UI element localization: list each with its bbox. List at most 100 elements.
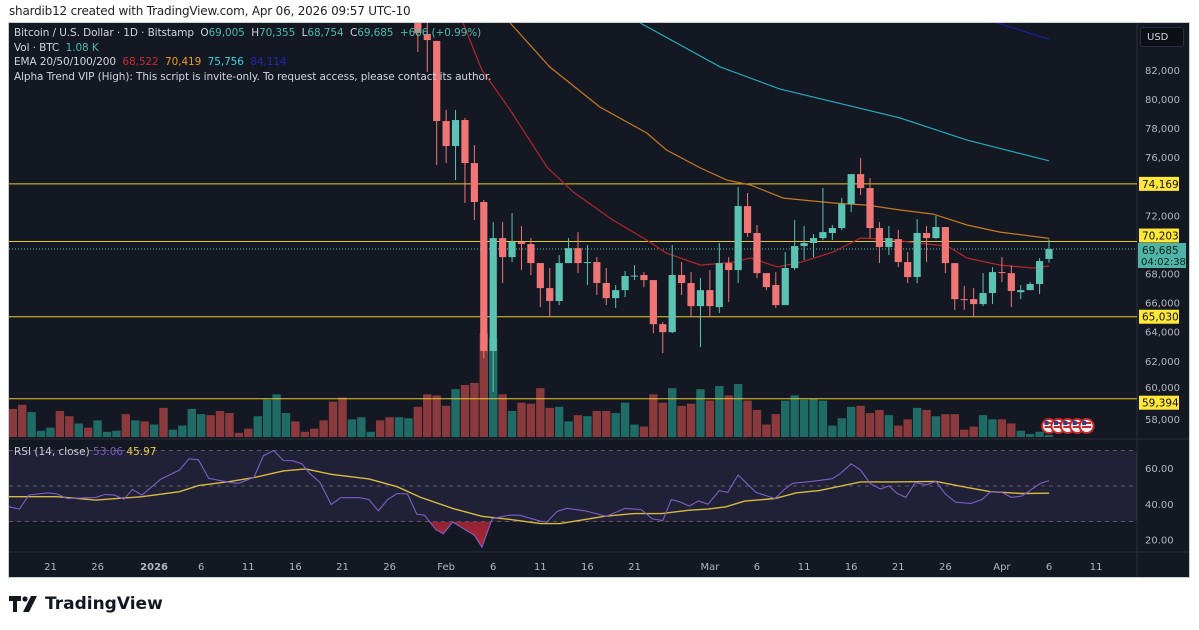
- ema-lines: [462, 23, 1050, 269]
- candle-body: [1045, 249, 1053, 259]
- volume-bar: [724, 395, 733, 437]
- volume-bar: [102, 431, 112, 437]
- volume-bar: [856, 405, 865, 437]
- candle: [894, 230, 902, 268]
- candle: [640, 272, 648, 288]
- economic-events[interactable]: [1041, 418, 1095, 434]
- time-axis-label: 11: [242, 562, 255, 573]
- rsi-legend[interactable]: RSI (14, close) 53.06 45.97: [14, 446, 156, 458]
- alpha-trend-legend[interactable]: Alpha Trend VIP (High): This script is i…: [14, 71, 491, 83]
- volume-bar: [338, 397, 347, 437]
- volume-bar: [592, 411, 602, 437]
- candle: [772, 272, 780, 309]
- volume-bar: [187, 408, 196, 437]
- price-axis-label: 78,000: [1145, 124, 1180, 135]
- ema-legend[interactable]: EMA 20/50/100/200 68,522 70,419 75,756 8…: [14, 56, 287, 68]
- candle: [564, 238, 573, 264]
- currency-button[interactable]: USD: [1140, 27, 1184, 47]
- volume-bar: [762, 424, 771, 437]
- candle-body: [715, 263, 723, 308]
- time-axis-label: 16: [581, 562, 594, 573]
- volume-legend[interactable]: Vol · BTC 1.08 K: [14, 42, 99, 54]
- candle: [668, 245, 676, 334]
- candle-body: [1017, 290, 1025, 293]
- candle: [875, 222, 884, 264]
- candle: [725, 257, 733, 303]
- volume-bar: [903, 419, 912, 437]
- candle-body: [536, 263, 544, 289]
- level-price-tag: [1139, 228, 1179, 243]
- candle: [819, 188, 827, 241]
- candle: [649, 280, 657, 334]
- volume-bar: [630, 424, 639, 437]
- time-axis-label: 16: [289, 562, 302, 573]
- candle: [574, 232, 582, 274]
- horizontal-levels: 74,169 70,203 65,030 59,394: [9, 176, 1179, 410]
- volume-bar: [705, 400, 715, 437]
- volume-bar: [357, 417, 366, 437]
- candle-body: [423, 33, 431, 41]
- volume-bar: [639, 426, 649, 437]
- time-axis-label: 21: [336, 562, 349, 573]
- time-axis-label: 6: [198, 562, 204, 573]
- candle: [913, 219, 921, 284]
- candle: [951, 263, 959, 311]
- volume-label: Vol · BTC: [14, 42, 60, 54]
- ema200-value: 84,114: [250, 56, 287, 68]
- volume-bar: [536, 388, 545, 437]
- rsi-axis-label: 20.00: [1145, 535, 1174, 546]
- candle: [791, 220, 799, 271]
- candle: [734, 187, 742, 284]
- volume-bar: [696, 389, 705, 437]
- volume-bar: [300, 431, 310, 437]
- flag-canton: [1044, 421, 1049, 425]
- time-axis-label: 6: [754, 562, 760, 573]
- volume-bar: [733, 383, 743, 437]
- candle-body: [593, 262, 601, 284]
- close-label: C: [350, 27, 358, 39]
- candle-body: [951, 263, 959, 300]
- volume-bar: [602, 411, 611, 437]
- candle-body: [461, 120, 469, 164]
- volume-bar: [809, 398, 818, 437]
- volume-bar: [526, 403, 536, 437]
- current-price-label: 69,685: [1142, 245, 1179, 257]
- volume-bar: [262, 399, 272, 437]
- candle: [508, 213, 516, 263]
- volume-bar: [423, 394, 432, 437]
- candle: [546, 268, 554, 318]
- candle: [715, 243, 723, 314]
- volume-bar: [884, 415, 894, 437]
- rsi-pane: [9, 449, 1137, 549]
- candle: [922, 226, 931, 263]
- volume-value: 1.08 K: [65, 42, 99, 54]
- volume-bar: [432, 395, 441, 437]
- flag-stripe: [1082, 426, 1092, 428]
- candle-body: [687, 283, 695, 307]
- high-label: H: [251, 27, 260, 39]
- volume-bar: [498, 394, 507, 437]
- symbol-legend[interactable]: Bitcoin / U.S. Dollar · 1D · Bitstamp O6…: [14, 27, 481, 39]
- candle-body: [875, 228, 884, 248]
- volume-bar: [27, 412, 36, 437]
- volume-bar: [451, 389, 460, 437]
- tradingview-logo[interactable]: TradingView: [9, 594, 163, 614]
- candle-body: [781, 268, 789, 306]
- candle: [847, 174, 855, 213]
- price-axis-label: 60,000: [1145, 383, 1180, 394]
- flag-stripe: [1082, 422, 1092, 424]
- volume-bar: [668, 388, 677, 437]
- candle-body: [809, 238, 818, 244]
- us-flag-event-icon[interactable]: [1078, 418, 1095, 434]
- volume-bar: [140, 421, 149, 437]
- candle-body: [527, 244, 535, 264]
- volume-bar: [997, 419, 1007, 437]
- volume-bar: [291, 421, 300, 437]
- candle: [904, 252, 912, 284]
- volume-bar: [65, 416, 74, 437]
- candle-body: [508, 242, 516, 258]
- candle: [1035, 258, 1044, 295]
- time-axis-label: 2026: [140, 562, 168, 573]
- ema20-value: 68,522: [122, 56, 159, 68]
